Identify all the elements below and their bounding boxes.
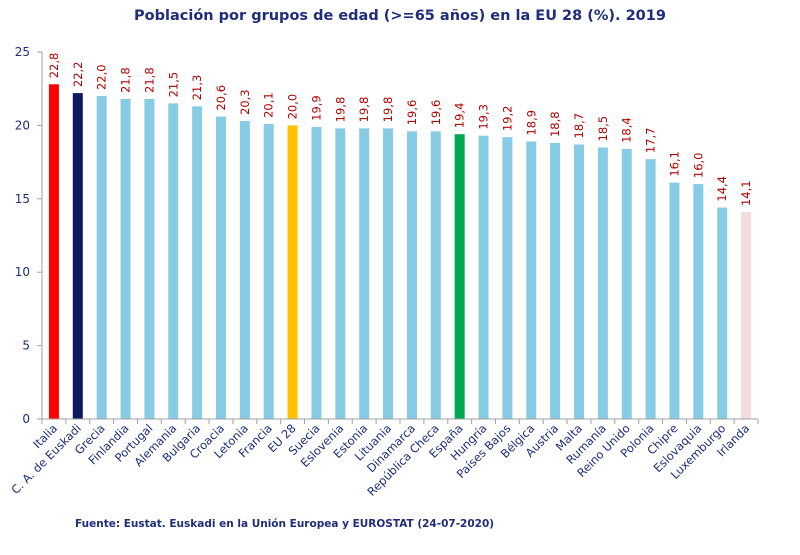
bar	[645, 159, 656, 419]
bar	[693, 184, 704, 419]
y-tick: 10	[15, 265, 42, 279]
bars	[48, 84, 752, 420]
value-label: 21,8	[142, 67, 156, 93]
bar	[454, 134, 465, 419]
bar	[383, 128, 394, 419]
y-tick: 5	[22, 339, 42, 353]
value-label: 18,5	[596, 116, 610, 142]
bar	[216, 116, 226, 419]
y-tick-label: 15	[15, 192, 30, 206]
value-label: 18,9	[524, 110, 538, 136]
value-label: 22,8	[47, 53, 61, 79]
y-tick-label: 5	[22, 339, 30, 353]
y-tick: 25	[15, 45, 42, 59]
bar	[144, 98, 155, 419]
bar	[669, 182, 680, 419]
value-label: 16,1	[667, 151, 681, 177]
value-label: 19,6	[429, 100, 443, 126]
value-label: 18,8	[548, 111, 562, 137]
value-label: 20,3	[238, 89, 252, 115]
value-label: 14,4	[715, 176, 729, 202]
bar	[192, 106, 203, 419]
value-label: 22,2	[71, 61, 85, 87]
y-tick-label: 20	[15, 118, 30, 132]
value-label: 16,0	[691, 153, 705, 179]
bar	[168, 103, 179, 419]
bar	[120, 98, 131, 419]
bar	[406, 131, 417, 419]
y-tick: 20	[15, 118, 42, 132]
y-tick-label: 10	[15, 265, 30, 279]
bar	[335, 128, 346, 419]
bar	[597, 147, 608, 420]
bar	[263, 123, 274, 419]
value-label: 20,0	[286, 94, 300, 120]
y-tick: 0	[22, 412, 42, 426]
value-label: 20,1	[262, 92, 276, 118]
bar	[574, 144, 584, 419]
value-label: 19,2	[500, 106, 514, 132]
bar	[287, 125, 298, 420]
value-label: 18,4	[620, 117, 634, 143]
value-label: 21,8	[119, 67, 133, 93]
value-label: 18,7	[572, 113, 586, 139]
value-label: 19,3	[477, 104, 491, 130]
value-label: 14,1	[739, 180, 753, 206]
bar	[239, 120, 250, 419]
y-tick: 15	[15, 192, 42, 206]
bar	[502, 137, 513, 420]
bar	[621, 148, 632, 419]
value-labels: 22,8 22,2 22,0 21,8 21,8 21,5 21,3 20,6 20,3 20,1…	[47, 53, 753, 206]
value-label: 20,6	[214, 85, 228, 111]
y-tick-label: 0	[22, 412, 30, 426]
value-label: 19,8	[381, 97, 395, 123]
value-label: 21,3	[190, 75, 204, 101]
bar	[550, 143, 561, 420]
value-label: 17,7	[644, 128, 658, 154]
x-axis	[41, 418, 759, 424]
value-label: 19,4	[453, 103, 467, 129]
bar	[741, 212, 752, 419]
value-label: 19,8	[333, 97, 347, 123]
y-tick-label: 25	[15, 45, 30, 59]
bar	[359, 128, 370, 419]
value-label: 22,0	[95, 64, 109, 90]
value-label: 21,5	[166, 72, 180, 98]
bar	[96, 96, 107, 419]
bar	[48, 84, 59, 420]
bar	[430, 131, 441, 419]
value-label: 19,6	[405, 100, 419, 126]
bar	[311, 126, 322, 420]
value-label: 19,8	[357, 97, 371, 123]
bar	[526, 141, 537, 419]
bar	[478, 135, 489, 419]
value-label: 19,9	[309, 95, 323, 121]
source-note: Fuente: Eustat. Euskadi en la Unión Euro…	[75, 518, 495, 530]
y-axis: 0 5 10 15 20 25	[15, 45, 43, 426]
chart-title: Población por grupos de edad (>=65 años)…	[134, 8, 666, 24]
bar	[72, 93, 83, 419]
bar	[717, 207, 728, 419]
